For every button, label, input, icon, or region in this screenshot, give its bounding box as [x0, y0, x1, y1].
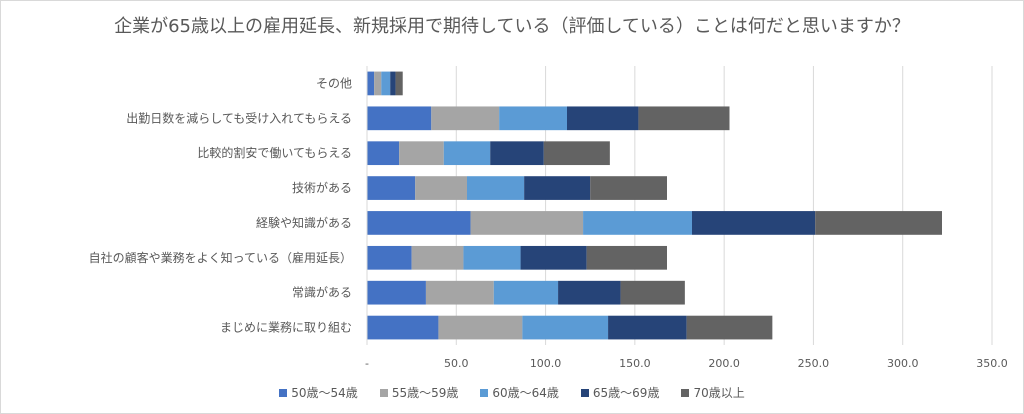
bar-segment [590, 176, 667, 200]
x-tick-label: - [365, 357, 369, 370]
category-label: 出勤日数を減らしても受け入れてもらえる [126, 110, 352, 125]
bar-segment [620, 280, 685, 305]
bar-segment [443, 141, 491, 166]
x-tick-label: 300.0 [887, 357, 919, 370]
legend-swatch [580, 388, 589, 397]
legend-item: 55歳～59歳 [379, 384, 459, 401]
x-tick-label: 50.0 [444, 357, 469, 370]
legend-label: 65歳～69歳 [592, 386, 660, 400]
bar-segment [438, 315, 523, 340]
bar-segment [608, 315, 687, 340]
bar-segment [367, 71, 375, 96]
legend-label: 60歳～64歳 [492, 386, 559, 400]
legend-swatch [379, 388, 388, 397]
legend-swatch [681, 388, 690, 397]
bar-segment [499, 106, 567, 131]
bar-segment [567, 106, 639, 131]
legend-item: 50歳～54歳 [279, 384, 358, 401]
x-tick-label: 200.0 [708, 357, 740, 370]
bar-segment [381, 71, 391, 96]
legend-item: 60歳～64歳 [480, 384, 559, 401]
category-label: 技術がある [292, 180, 352, 195]
bar-segment [543, 141, 610, 166]
bar-segment [686, 315, 773, 340]
category-label: まじめに業務に取り組む [220, 321, 352, 335]
bar-segment [493, 280, 559, 305]
bar-segment [638, 106, 730, 131]
category-label: その他 [316, 76, 352, 90]
bar-segment [425, 280, 494, 305]
bar-segment [463, 245, 521, 270]
bar-segment [390, 71, 396, 96]
bar-segment [522, 315, 609, 340]
legend-item: 65歳～69歳 [580, 384, 660, 401]
bar-segment [367, 176, 416, 200]
bar-segment [586, 245, 667, 270]
bar-segment [399, 141, 444, 166]
bar-segment [815, 211, 942, 235]
category-label: 比較的割安で働いてもらえる [197, 145, 352, 160]
x-tick-label: 350.0 [976, 357, 1008, 370]
chart-title: 企業が65歳以上の雇用延長、新規採用で期待している（評価している）ことは何だと思… [114, 16, 910, 37]
legend-label: 50歳～54歳 [291, 386, 358, 400]
bar-segment [367, 211, 471, 235]
bar-segment [490, 141, 544, 166]
bar-segment [524, 176, 591, 200]
x-tick-label: 150.0 [619, 357, 651, 370]
x-tick-label: 100.0 [530, 357, 562, 370]
bar-segment [367, 141, 400, 166]
category-label: 常識がある [292, 285, 352, 300]
bar-segment [431, 106, 500, 131]
bar-segment [367, 280, 426, 305]
bar-segment [367, 106, 432, 131]
legend-label: 55歳～59歳 [391, 386, 459, 400]
bar-segment [367, 315, 439, 340]
bar-segment [367, 245, 412, 270]
bar-segment [374, 71, 382, 96]
legend-item: 70歳以上 [681, 384, 745, 401]
bar-segment [520, 245, 587, 270]
bar-segment [558, 280, 621, 305]
legend-label: 70歳以上 [693, 386, 745, 400]
bar-segment [692, 211, 816, 235]
x-tick-label: 250.0 [798, 357, 830, 370]
category-label: 自社の顧客や業務をよく知っている（雇用延長） [89, 250, 352, 265]
legend-swatch [279, 388, 288, 397]
bar-segment [467, 176, 525, 200]
legend: 50歳～54歳 55歳～59歳 60歳～64歳 65歳～69歳 70歳以上 [0, 384, 1024, 401]
bar-segment [415, 176, 467, 200]
bar-segment [583, 211, 692, 235]
bar-segment [395, 71, 403, 96]
bar-segment [411, 245, 464, 270]
category-label: 経験や知識がある [256, 215, 352, 230]
bar-segment [470, 211, 584, 235]
legend-swatch [480, 388, 489, 397]
